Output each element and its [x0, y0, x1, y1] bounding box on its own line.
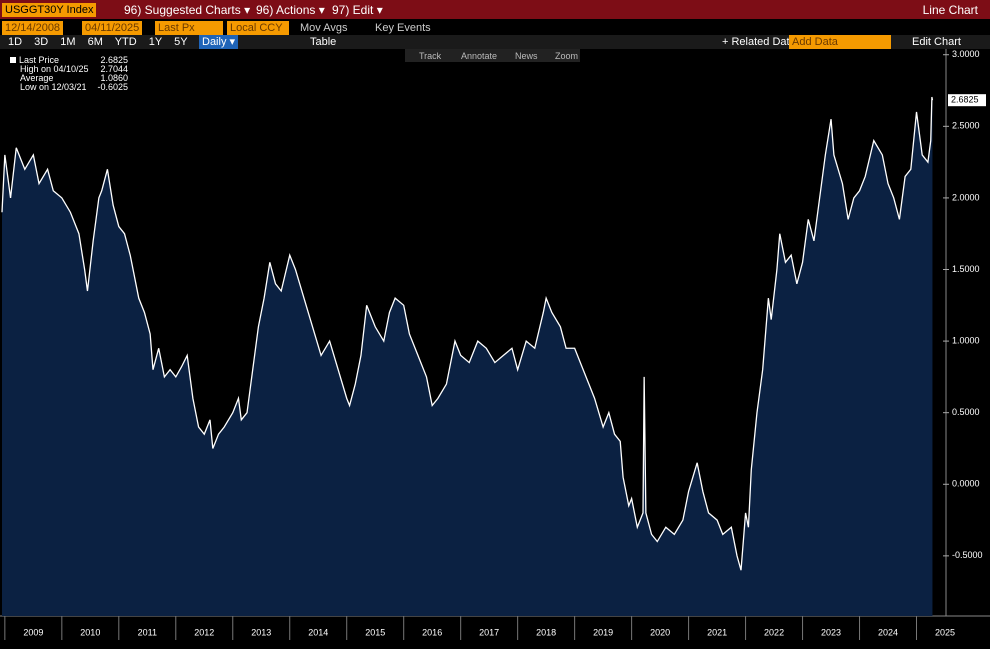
legend-row: Last Price 2.6825: [8, 56, 130, 65]
x-tick-label: 2025: [935, 627, 955, 637]
legend: Last Price 2.6825 High on 04/10/25 2.7044 …: [8, 56, 130, 92]
x-tick-label: 2013: [251, 627, 271, 637]
x-tick-label: 2012: [194, 627, 214, 637]
view-name: Line Chart: [922, 3, 978, 17]
edit-chart[interactable]: Edit Chart: [912, 36, 961, 48]
x-tick-label: 2019: [593, 627, 613, 637]
x-tick-label: 2020: [650, 627, 670, 637]
add-data[interactable]: Add Data: [789, 35, 891, 49]
legend-row: Low on 12/03/21 -0.6025: [8, 83, 130, 92]
legend-value: 1.0860: [100, 73, 128, 83]
y-tick-label: 1.0000: [952, 335, 980, 345]
x-tick-label: 2024: [878, 627, 898, 637]
currency[interactable]: Local CCY: [227, 21, 289, 35]
y-tick-label: 2.5000: [952, 121, 980, 131]
legend-row: High on 04/10/25 2.7044: [8, 65, 130, 74]
tool[interactable]: Zoom: [555, 51, 579, 61]
range-buttons[interactable]: 1D 3D 1M 6M YTD 1Y 5Y Max: [8, 36, 221, 48]
tool[interactable]: News: [515, 51, 538, 61]
y-tick-label: 2.0000: [952, 192, 980, 202]
last-value-label: 2.6825: [951, 95, 979, 105]
tool[interactable]: Track: [419, 51, 442, 61]
option[interactable]: Key Events: [375, 22, 431, 34]
x-tick-label: 2009: [23, 627, 43, 637]
legend-label: Average: [20, 73, 54, 83]
y-tick-label: 0.5000: [952, 407, 980, 417]
menu-item[interactable]: 96) Actions ▾: [256, 3, 325, 17]
x-tick-label: 2015: [365, 627, 385, 637]
legend-label: Last Price: [19, 55, 60, 65]
field[interactable]: Last Px: [155, 21, 223, 35]
x-tick-label: 2017: [479, 627, 499, 637]
y-tick-label: -0.5000: [952, 550, 983, 560]
y-tick-label: 3.0000: [952, 49, 980, 59]
option[interactable]: Mov Avgs: [300, 22, 348, 34]
legend-label: High on 04/10/25: [20, 64, 89, 74]
title-bar: USGGT30Y Index 96) Suggested Charts ▾ 96…: [0, 0, 990, 19]
end-date[interactable]: 04/11/2025: [82, 21, 143, 35]
area: [2, 97, 933, 616]
start-date[interactable]: 12/14/2008: [2, 21, 64, 35]
legend-value: 2.7044: [100, 64, 128, 74]
tool[interactable]: Annotate: [461, 51, 498, 61]
x-tick-label: 2010: [80, 627, 100, 637]
x-tick-label: 2021: [707, 627, 727, 637]
legend-value: 2.6825: [100, 55, 128, 65]
x-tick-label: 2016: [422, 627, 442, 637]
x-tick-label: 2011: [138, 627, 157, 637]
x-tick-label: 2023: [821, 627, 841, 637]
last-value-box: [948, 94, 986, 107]
table-button[interactable]: Table: [310, 36, 337, 48]
related-data[interactable]: + Related Dat: [722, 36, 790, 48]
ticker[interactable]: USGGT30Y Index: [2, 3, 97, 17]
x-tick-label: 2014: [308, 627, 328, 637]
frequency[interactable]: Daily ▾: [199, 35, 239, 49]
line: [1, 96, 934, 571]
legend-row: Average 1.0860: [8, 74, 130, 83]
range-bar: 1D 3D 1M 6M YTD 1Y 5Y Max Daily ▾ Table …: [0, 35, 990, 49]
legend-value: -0.6025: [97, 82, 128, 92]
y-tick-label: 0.0000: [952, 479, 980, 489]
y-tick-label: 1.5000: [952, 264, 980, 274]
chart-tools: Track Annotate News Zoom: [405, 49, 580, 62]
settings-bar: 12/14/2008 04/11/2025 Last Px Local CCY …: [0, 20, 990, 35]
menu-item[interactable]: 96) Suggested Charts ▾: [124, 3, 251, 17]
x-tick-label: 2022: [764, 627, 784, 637]
menu-item[interactable]: 97) Edit ▾: [332, 3, 383, 17]
x-tick-label: 2018: [536, 627, 556, 637]
legend-label: Low on 12/03/21: [20, 82, 87, 92]
